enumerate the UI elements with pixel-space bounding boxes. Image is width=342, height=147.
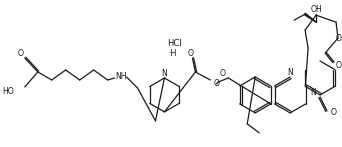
- Text: O: O: [187, 49, 193, 58]
- Text: N: N: [310, 88, 316, 97]
- Text: O: O: [336, 61, 342, 70]
- Text: N: N: [287, 67, 293, 76]
- Text: N: N: [161, 69, 167, 77]
- Polygon shape: [305, 13, 316, 22]
- Text: O: O: [219, 70, 225, 78]
- Text: HO: HO: [2, 87, 14, 96]
- Text: HCl: HCl: [167, 39, 182, 48]
- Text: O: O: [213, 80, 219, 88]
- Text: O: O: [336, 34, 342, 43]
- Text: ·H: ·H: [168, 49, 176, 58]
- Text: NH: NH: [115, 72, 126, 81]
- Text: O: O: [331, 108, 337, 117]
- Text: O: O: [18, 49, 24, 58]
- Text: OH: OH: [310, 5, 322, 14]
